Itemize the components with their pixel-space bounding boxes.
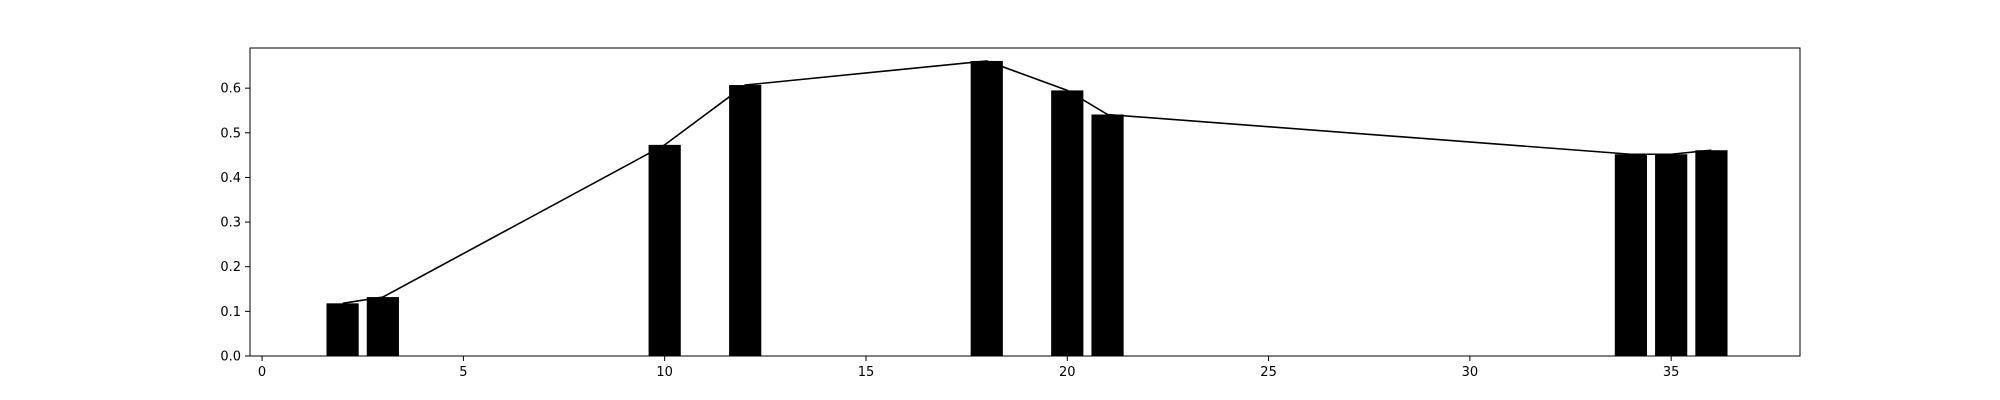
x-tick-label: 30 bbox=[1462, 365, 1479, 380]
y-tick-label: 0.6 bbox=[220, 82, 241, 97]
bar bbox=[366, 297, 399, 356]
trend-line-group bbox=[342, 60, 1712, 305]
y-axis-ticks: 0.0 0.1 0.2 0.3 0.4 0.5 0.6 bbox=[220, 82, 250, 365]
x-tick-label: 15 bbox=[858, 365, 875, 380]
x-tick-label: 20 bbox=[1059, 365, 1076, 380]
bar bbox=[729, 85, 762, 356]
bar bbox=[970, 60, 1003, 357]
bar bbox=[1655, 154, 1688, 356]
x-tick-label: 25 bbox=[1260, 365, 1277, 380]
x-tick-label: 5 bbox=[459, 365, 467, 380]
bar bbox=[1051, 90, 1084, 357]
bar bbox=[326, 303, 359, 356]
y-tick-label: 0.5 bbox=[220, 126, 241, 141]
trend-line bbox=[342, 60, 1712, 305]
x-tick-label: 10 bbox=[656, 365, 673, 380]
bar bbox=[1091, 114, 1124, 356]
plot-frame bbox=[249, 47, 1801, 357]
y-tick-label: 0.4 bbox=[220, 171, 241, 186]
x-tick-label: 0 bbox=[258, 365, 266, 380]
bars-group bbox=[326, 60, 1728, 357]
bar bbox=[1695, 150, 1728, 356]
y-tick-label: 0.0 bbox=[220, 350, 241, 365]
bar bbox=[1614, 154, 1648, 356]
y-tick-label: 0.1 bbox=[220, 305, 241, 320]
x-tick-label: 35 bbox=[1663, 365, 1680, 380]
y-tick-label: 0.3 bbox=[220, 216, 241, 231]
x-axis-ticks: 0 5 10 15 20 25 30 35 bbox=[258, 356, 1680, 380]
bar bbox=[648, 144, 681, 356]
y-tick-label: 0.2 bbox=[220, 260, 241, 275]
